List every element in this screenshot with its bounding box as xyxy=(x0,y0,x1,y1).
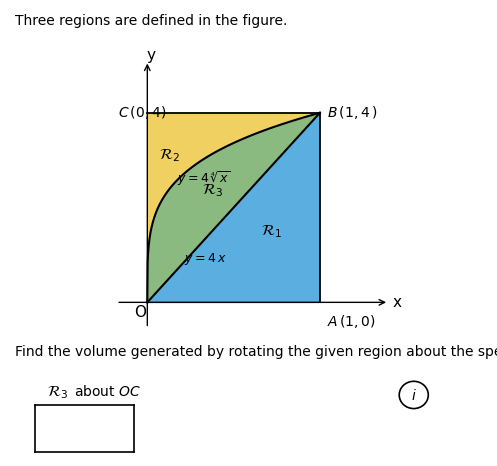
Text: $A\,(1,0)$: $A\,(1,0)$ xyxy=(327,313,376,330)
Text: $i$: $i$ xyxy=(411,388,416,403)
Text: $\mathcal{R}_3$: $\mathcal{R}_3$ xyxy=(202,183,224,199)
Polygon shape xyxy=(147,113,320,302)
Text: y: y xyxy=(146,48,155,63)
Polygon shape xyxy=(147,113,320,302)
Text: $B\,(1,4\,)$: $B\,(1,4\,)$ xyxy=(327,104,377,121)
Polygon shape xyxy=(147,113,320,302)
Text: $\mathcal{R}_2$: $\mathcal{R}_2$ xyxy=(160,147,180,164)
Text: O: O xyxy=(134,305,147,320)
Text: Find the volume generated by rotating the given region about the specified line.: Find the volume generated by rotating th… xyxy=(15,345,497,359)
Text: $\mathcal{R}_1$: $\mathcal{R}_1$ xyxy=(261,223,282,240)
Text: Three regions are defined in the figure.: Three regions are defined in the figure. xyxy=(15,14,287,28)
Text: about $OC$: about $OC$ xyxy=(74,384,141,399)
Text: $y = 4\,\sqrt[4]{x}$: $y = 4\,\sqrt[4]{x}$ xyxy=(176,169,230,187)
Text: $\mathcal{R}_3$: $\mathcal{R}_3$ xyxy=(47,384,68,401)
Text: $y = 4\,x$: $y = 4\,x$ xyxy=(183,251,226,267)
Text: x: x xyxy=(393,295,402,310)
Text: $C\,(0,4)$: $C\,(0,4)$ xyxy=(118,104,166,121)
